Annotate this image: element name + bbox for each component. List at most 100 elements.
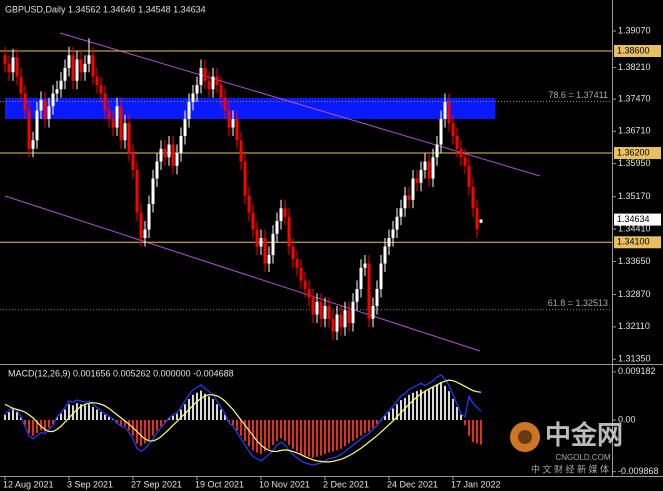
candle-body	[463, 157, 467, 166]
histogram-bar	[264, 419, 266, 452]
candle-body	[75, 59, 79, 81]
candle-body	[91, 55, 95, 77]
histogram-bar	[176, 413, 178, 420]
candle-body	[147, 204, 151, 230]
candle-body	[239, 140, 243, 162]
histogram-bar	[88, 404, 90, 420]
candle-body	[283, 208, 287, 217]
histogram-bar	[328, 419, 330, 453]
histogram-bar	[144, 419, 146, 444]
histogram-bar	[40, 419, 42, 431]
candle-body	[295, 259, 299, 268]
histogram-bar	[300, 419, 302, 455]
candle-body	[427, 161, 431, 179]
histogram-bar	[140, 419, 142, 447]
histogram-bar	[472, 419, 474, 442]
candle-body	[327, 306, 331, 319]
candle-body	[111, 119, 115, 128]
histogram-bar	[256, 419, 258, 453]
histogram-bar	[168, 418, 170, 420]
candle-body	[211, 76, 215, 90]
histogram-bar	[336, 419, 338, 451]
candle-body	[227, 110, 231, 128]
histogram-bar	[304, 419, 306, 456]
histogram-bar	[428, 389, 430, 420]
watermark-logo	[518, 430, 532, 444]
histogram-bar	[420, 389, 422, 420]
candle-body	[331, 318, 335, 332]
histogram-bar	[456, 406, 458, 420]
histogram-bar	[400, 400, 402, 420]
plot: 1.39070 1.38210 1.37470 1.36710 1.35950 1.351…	[0, 25, 661, 489]
x-tick-label: 19 Oct 2021	[195, 479, 244, 489]
histogram-bar	[28, 419, 30, 434]
candle-body	[419, 170, 423, 183]
candle-body	[3, 55, 7, 64]
level-box	[614, 236, 661, 249]
candle-body	[51, 93, 55, 107]
x-tick-label: 24 Dec 2021	[387, 479, 438, 489]
histogram-bar	[368, 419, 370, 432]
signal-line	[4, 379, 482, 463]
histogram-bar	[100, 412, 102, 420]
histogram-bar	[452, 399, 454, 420]
candle-body	[247, 195, 251, 213]
x-tick-label: 10 Nov 2021	[259, 479, 310, 489]
histogram-bar	[312, 419, 314, 458]
histogram-bar	[72, 405, 74, 420]
histogram-bar	[172, 415, 174, 420]
price-box	[614, 213, 661, 226]
candle-body	[59, 80, 63, 90]
histogram-bar	[104, 414, 106, 420]
histogram-bar	[388, 412, 390, 420]
candle-body	[95, 76, 99, 86]
level-label: 1.36200	[617, 147, 650, 157]
candle-body	[107, 110, 111, 120]
candle-body	[363, 263, 367, 268]
fib-label: 78.6 = 1.37411	[548, 90, 608, 100]
candle-body	[371, 306, 375, 319]
y-tick-label: 1.32870	[618, 289, 651, 299]
candle-body	[255, 229, 259, 247]
histogram-bar	[340, 419, 342, 449]
histogram-bar	[76, 403, 78, 420]
candle-body	[391, 229, 395, 239]
candle-body	[411, 178, 415, 200]
y-tick-label: 1.32110	[618, 321, 650, 331]
candle-body	[119, 106, 123, 141]
candle-body	[343, 310, 347, 328]
candle-body	[443, 102, 447, 120]
histogram-bar	[348, 419, 350, 444]
candle-body	[31, 140, 35, 149]
candle-body	[459, 148, 463, 158]
level-label: 1.34100	[617, 237, 650, 247]
candle-body	[43, 99, 47, 120]
candle-body	[215, 76, 219, 86]
candle-body	[115, 106, 119, 128]
histogram-bar	[156, 419, 158, 431]
main-line	[4, 374, 482, 466]
candle-body	[407, 195, 411, 200]
histogram-bar	[116, 419, 118, 423]
candle-body	[83, 63, 87, 73]
histogram-bar	[460, 414, 462, 420]
histogram-bar	[320, 419, 322, 456]
candle-body	[263, 238, 267, 264]
candle-body	[307, 289, 311, 298]
indicator-title: MACD(12,26,9) 0.001656 0.005262 0.000000…	[8, 368, 234, 378]
y-tick-label: 0.00	[618, 414, 636, 424]
histogram-bar	[4, 414, 6, 420]
histogram-bar	[232, 419, 234, 426]
histogram-bar	[432, 387, 434, 420]
candle-body	[435, 144, 439, 158]
candle-body	[351, 301, 355, 324]
channel-line	[4, 195, 481, 352]
candle-body	[47, 106, 51, 120]
candle-body	[159, 148, 163, 162]
histogram-bar	[216, 404, 218, 420]
histogram-bar	[288, 419, 290, 446]
histogram-bar	[52, 419, 54, 425]
candle-body	[451, 123, 455, 137]
x-tick-label: 17 Jan 2022	[451, 479, 501, 489]
